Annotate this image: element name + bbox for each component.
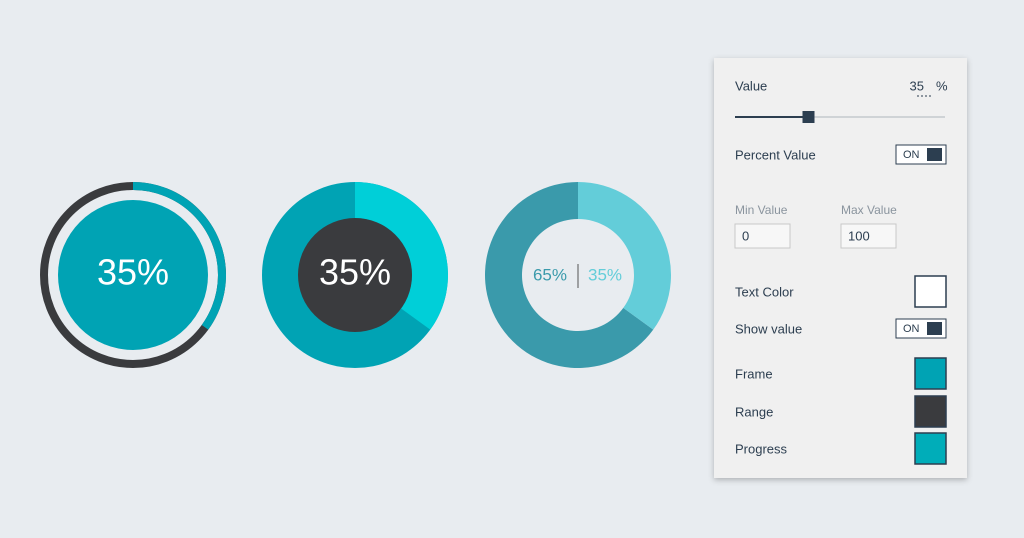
toggle-knob [927,148,942,161]
text-color-label: Text Color [735,284,794,299]
color-swatch[interactable] [914,357,947,390]
progress-arc [133,182,226,330]
color-swatch[interactable] [914,275,947,308]
max-label: Max Value [841,203,897,217]
max-value: 100 [848,228,870,243]
toggle-text: ON [903,323,920,335]
donut-segment [484,182,654,368]
value-input[interactable]: 35 [910,78,924,93]
color-swatch[interactable] [914,432,947,465]
value-unit: % [936,78,948,93]
segment-label: 65% [533,265,567,284]
show-value-label: Show value [735,321,802,336]
color-swatch[interactable] [914,395,947,428]
min-input[interactable] [734,223,791,249]
value-label: Value [735,78,767,93]
min-label: Min Value [735,203,788,217]
frame-label: Frame [735,366,773,381]
gauge-fill [58,200,208,350]
gauge-label: 35% [97,252,169,293]
progress-slice [355,182,448,330]
percent-label: Percent Value [735,147,816,162]
slider-thumb[interactable] [802,111,815,123]
donut-segment [578,182,671,330]
segment-label: 35% [588,265,622,284]
gauge-center [298,218,412,332]
range-label: Range [735,404,773,419]
toggle-text: ON [903,149,920,161]
max-input[interactable] [840,223,897,249]
toggle-knob [927,322,942,335]
gauge-label: 35% [319,252,391,293]
progress-label: Progress [735,441,788,456]
min-value: 0 [742,228,749,243]
